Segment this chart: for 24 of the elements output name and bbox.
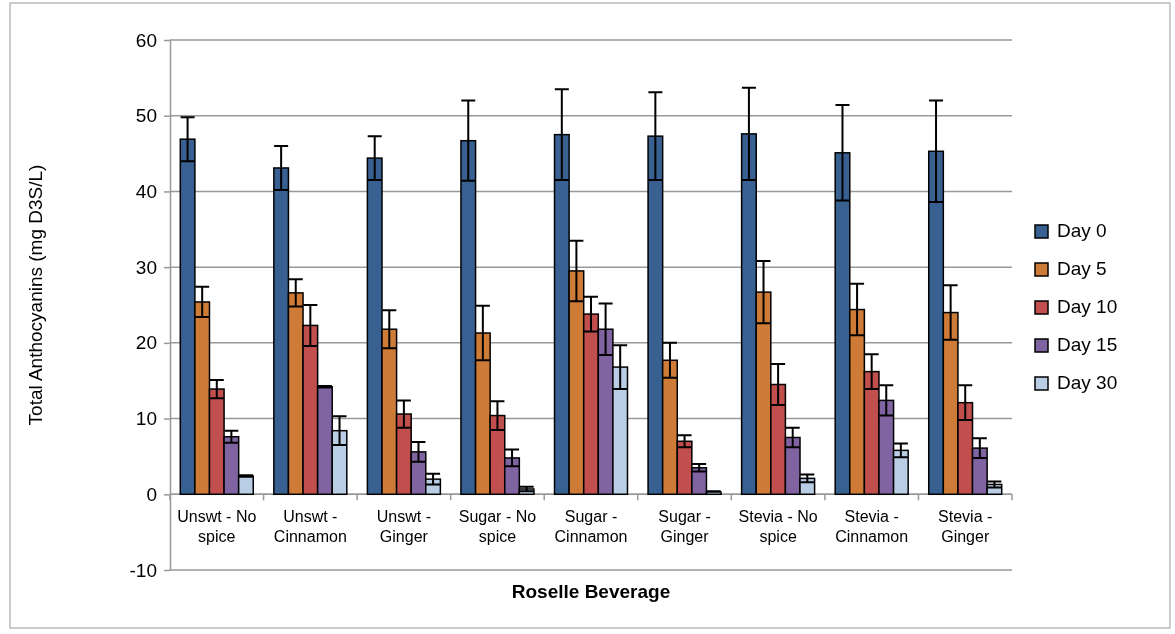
x-tick-label: Unswt - Cinnamon bbox=[273, 508, 347, 546]
x-tick-label: Sugar - Ginger bbox=[658, 508, 711, 546]
x-tick-label: Stevia - No spice bbox=[738, 508, 818, 546]
y-tick-label: 0 bbox=[146, 483, 157, 505]
x-tick-label: Unswt - No spice bbox=[177, 508, 257, 546]
y-tick-label: 50 bbox=[135, 105, 157, 127]
x-tick-label: Sugar - Cinnamon bbox=[554, 508, 628, 546]
y-tick-label: -10 bbox=[129, 559, 157, 581]
legend-label: Day 5 bbox=[1057, 258, 1107, 279]
y-tick-label: 20 bbox=[135, 332, 157, 354]
y-tick-label: 30 bbox=[135, 256, 157, 278]
y-axis-title: Total Anthocyanins (mg D3S/L) bbox=[25, 164, 46, 426]
y-tick-label: 40 bbox=[135, 181, 157, 203]
legend-label: Day 0 bbox=[1057, 220, 1107, 241]
x-tick-label: Stevia - Ginger bbox=[938, 508, 993, 546]
x-tick-label: Sugar - No spice bbox=[458, 508, 537, 546]
legend-label: Day 10 bbox=[1057, 296, 1118, 317]
x-tick-label: Unswt - Ginger bbox=[376, 508, 432, 546]
x-axis-title: Roselle Beverage bbox=[511, 581, 671, 602]
legend-label: Day 30 bbox=[1057, 372, 1118, 393]
y-tick-label: 60 bbox=[135, 29, 157, 51]
legend-label: Day 15 bbox=[1057, 334, 1118, 355]
x-tick-label: Stevia - Cinnamon bbox=[835, 508, 909, 546]
y-tick-label: 10 bbox=[135, 408, 157, 430]
